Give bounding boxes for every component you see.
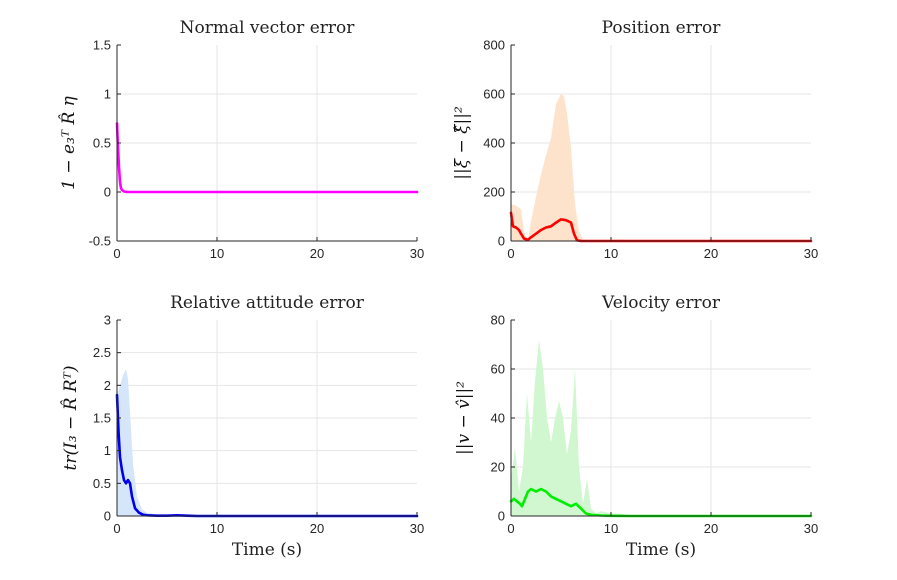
chart-title: Velocity error: [601, 293, 721, 313]
y-tick-label: 3: [104, 313, 111, 328]
y-tick-label: 0: [498, 234, 505, 249]
y-tick-label: 2.5: [93, 345, 111, 360]
plot-area: 0 10 20 30-0.500.511.5: [89, 38, 425, 262]
x-axis-label: Time (s): [232, 540, 302, 560]
panel-normal-vector-error: Normal vector error 1 − e₃ᵀ R̂ η 0 10 20 30…: [59, 18, 424, 261]
x-tick-label: 10: [604, 521, 618, 536]
y-tick-label: 600: [483, 87, 505, 102]
y-tick-label: -0.5: [89, 234, 111, 249]
y-tick-label: 20: [491, 460, 505, 475]
chart-title: Relative attitude error: [170, 293, 365, 313]
x-tick-label: 30: [804, 246, 818, 261]
y-axis-label-text: ||v − v̂||²: [454, 381, 474, 455]
y-axis-label-text: tr(I₃ − R̂ Rᵀ): [61, 366, 81, 471]
y-tick-label: 80: [491, 313, 505, 328]
y-tick-label: 60: [491, 362, 505, 377]
y-tick-label: 200: [483, 185, 505, 200]
y-tick-label: 0: [104, 185, 111, 200]
panel-velocity-error: Velocity error ||v − v̂||² Time (s) 0 10 2…: [454, 293, 818, 560]
y-axis-label: ||ξ − ξ̂||²: [452, 106, 472, 180]
x-tick-label: 30: [410, 246, 424, 261]
x-tick-label: 20: [704, 521, 718, 536]
y-axis-label-text: ||ξ − ξ̂||²: [452, 106, 472, 180]
plot-area: 0 10 20 30 0 0.5 1 1.5 2 2.5 3: [93, 313, 424, 537]
y-tick-label: 0: [498, 509, 505, 524]
plot-area: 0 10 20 30 0 20 40 60 80: [491, 313, 819, 537]
y-axis-label: tr(I₃ − R̂ Rᵀ): [61, 366, 81, 471]
x-tick-label: 30: [410, 521, 424, 536]
x-tick-label: 30: [804, 521, 818, 536]
y-axis-label: 1 − e₃ᵀ R̂ η: [59, 95, 79, 189]
x-tick-label: 20: [704, 246, 718, 261]
x-tick-label: 20: [310, 246, 324, 261]
x-tick-label: 0: [113, 521, 120, 536]
y-tick-label: 0.5: [93, 476, 111, 491]
variance-band: [511, 339, 811, 516]
y-tick-label: 400: [483, 136, 505, 151]
chart-title: Normal vector error: [180, 18, 356, 38]
y-tick-label: 40: [491, 411, 505, 426]
y-tick-label: 0.5: [93, 136, 111, 151]
variance-band: [511, 94, 811, 241]
x-tick-label: 20: [310, 521, 324, 536]
y-axis-label-text: 1 − e₃ᵀ R̂ η: [59, 95, 79, 189]
y-tick-label: 0: [104, 509, 111, 524]
y-tick-label: 1: [104, 443, 111, 458]
chart-title: Position error: [602, 18, 722, 38]
plot-area: 0 10 20 30 0 200 400 600 800: [483, 38, 818, 262]
y-tick-label: 1: [104, 87, 111, 102]
x-tick-label: 0: [113, 246, 120, 261]
x-axis-label: Time (s): [626, 540, 696, 560]
x-tick-label: 10: [210, 521, 224, 536]
y-tick-label: 2: [104, 378, 111, 393]
x-tick-label: 0: [507, 246, 514, 261]
y-tick-label: 1.5: [93, 411, 111, 426]
y-tick-label: 1.5: [93, 38, 111, 53]
panel-relative-attitude-error: Relative attitude error tr(I₃ − R̂ Rᵀ) T…: [61, 293, 424, 560]
x-tick-label: 0: [507, 521, 514, 536]
x-tick-label: 10: [604, 246, 618, 261]
panel-position-error: Position error ||ξ − ξ̂||² 0 10 20 30 0 200 40…: [452, 18, 818, 261]
y-tick-label: 800: [483, 38, 505, 53]
x-tick-label: 10: [210, 246, 224, 261]
series-line: [115, 122, 419, 194]
y-axis-label: ||v − v̂||²: [454, 381, 474, 455]
